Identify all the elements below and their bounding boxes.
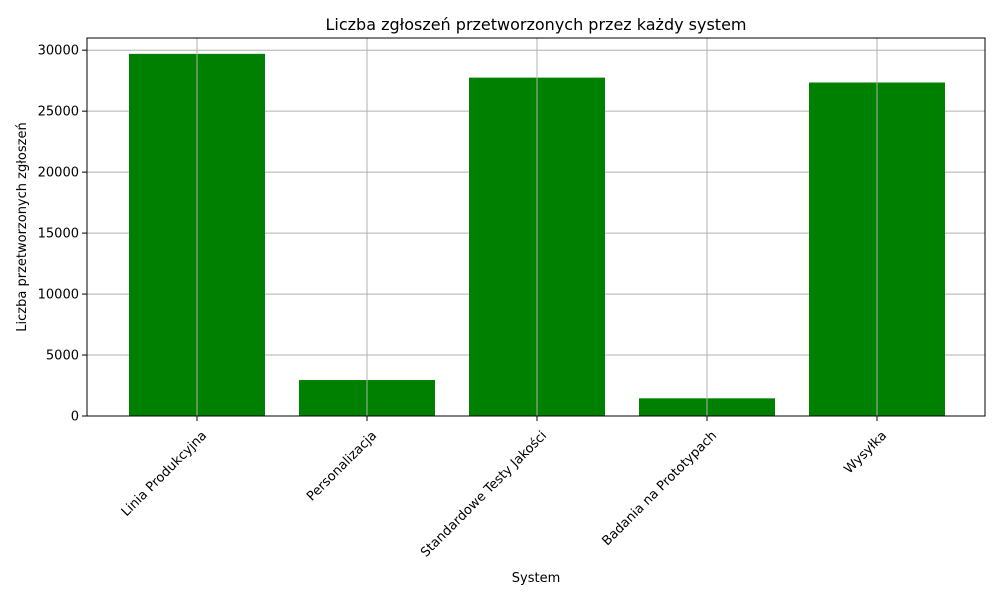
y-tick-label: 5000 [46,349,79,364]
y-tick-label: 25000 [38,105,79,120]
x-tick-label: Standardowe Testy Jakości [418,428,550,560]
x-tick-label: Wysyłka [841,428,890,477]
y-axis-label: Liczba przetworzonych zgłoszeń [15,122,30,331]
x-ticks-layer: Linia Produkcyjna Personalizacja Standardo… [119,416,890,560]
y-tick-label: 20000 [38,166,79,181]
x-grid-layer [196,38,878,416]
x-tick-label: Badania na Prototypach [600,428,721,549]
x-tick-label: Linia Produkcyjna [119,428,210,519]
x-tick-label: Personalizacja [304,428,380,504]
x-axis-label: System [512,571,560,586]
chart-title: Liczba zgłoszeń przetworzonych przez każ… [325,15,746,34]
y-tick-label: 15000 [38,227,79,242]
y-tick-label: 30000 [38,44,79,59]
y-tick-label: 10000 [38,288,79,303]
plot-frame [86,37,986,417]
y-ticks-layer: 0 5000 10000 15000 20000 25000 30000 [38,44,87,425]
y-tick-label: 0 [71,410,79,425]
